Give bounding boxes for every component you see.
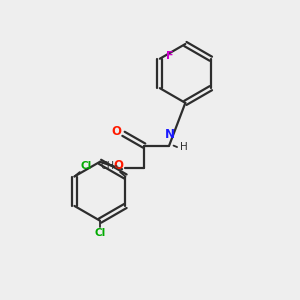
Text: N: N (165, 128, 175, 141)
Text: F: F (166, 51, 174, 62)
Text: Cl: Cl (94, 228, 106, 238)
Text: O: O (113, 159, 123, 172)
Text: Cl: Cl (81, 160, 92, 171)
Text: CH₃: CH₃ (101, 160, 119, 171)
Text: O: O (111, 125, 121, 138)
Text: H: H (180, 142, 188, 152)
